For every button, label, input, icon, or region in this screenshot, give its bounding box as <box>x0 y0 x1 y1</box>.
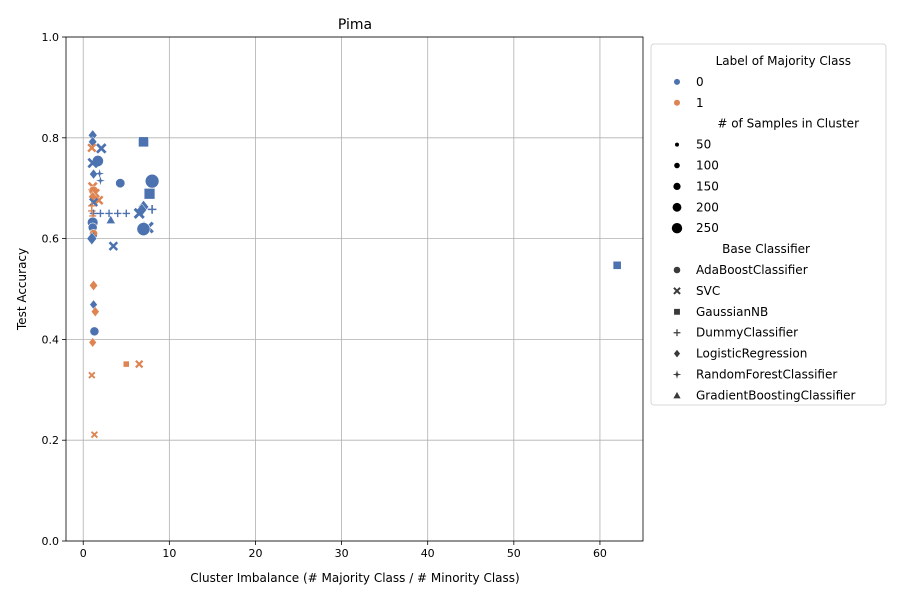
y-tick-label: 0.2 <box>42 434 60 447</box>
legend-style-marker <box>673 329 681 337</box>
x-tick-label: 40 <box>421 547 435 560</box>
y-axis-ticks: 0.0 0.2 0.4 0.6 0.8 1.0 <box>42 31 66 548</box>
x-tick-label: 20 <box>248 547 262 560</box>
legend-style-marker <box>672 370 682 379</box>
y-tick-label: 0.4 <box>42 333 60 346</box>
legend-box <box>650 43 887 406</box>
data-point <box>108 241 119 251</box>
data-point <box>95 169 105 179</box>
legend-style-label: LogisticRegression <box>696 347 807 361</box>
data-point <box>138 136 149 148</box>
legend-style-marker <box>673 266 681 274</box>
legend-size-label: 150 <box>696 179 719 193</box>
data-point <box>88 337 97 348</box>
x-tick-label: 0 <box>80 547 87 560</box>
data-points <box>86 129 622 439</box>
data-point <box>115 178 126 189</box>
x-tick-label: 60 <box>593 547 607 560</box>
data-point <box>96 143 107 154</box>
data-point <box>86 232 98 246</box>
legend-style-title: Base Classifier <box>722 242 810 256</box>
data-point <box>89 168 98 180</box>
legend-size-label: 100 <box>696 159 719 173</box>
data-point <box>89 197 99 207</box>
y-tick-label: 0.8 <box>42 132 60 145</box>
y-tick-label: 1.0 <box>42 31 60 44</box>
legend: Label of Majority Class 0 1 # of Samples in… <box>650 43 887 406</box>
legend-size-marker <box>672 202 682 212</box>
data-point <box>89 326 100 337</box>
data-point <box>122 209 131 218</box>
legend-size-label: 50 <box>696 138 711 152</box>
data-point <box>147 205 157 214</box>
legend-size-label: 250 <box>696 221 719 235</box>
legend-hue-label: 1 <box>696 96 704 110</box>
legend-style-label: RandomForestClassifier <box>696 368 837 382</box>
legend-size-title: # of Samples in Cluster <box>717 117 859 131</box>
x-tick-label: 30 <box>335 547 349 560</box>
grid <box>66 36 643 542</box>
plot-frame <box>65 36 644 542</box>
legend-style-label: AdaBoostClassifier <box>696 263 808 277</box>
data-point <box>105 214 116 224</box>
legend-style-label: SVC <box>696 284 720 298</box>
legend-style-marker <box>673 287 681 295</box>
legend-size-label: 200 <box>696 200 719 214</box>
data-point <box>105 209 113 218</box>
data-point <box>143 188 156 200</box>
legend-hue-marker <box>674 78 680 85</box>
data-point <box>87 143 97 153</box>
data-point <box>133 207 145 220</box>
data-point <box>90 431 98 439</box>
y-tick-label: 0.0 <box>42 535 60 548</box>
data-point <box>96 209 105 218</box>
legend-hue-title: Label of Majority Class <box>716 54 851 68</box>
x-axis-label: Cluster Imbalance (# Majority Class / # … <box>190 571 519 585</box>
data-point <box>135 359 144 369</box>
data-point <box>90 306 100 318</box>
legend-style-marker <box>673 308 681 316</box>
chart-title: Pima <box>338 17 372 33</box>
x-tick-label: 50 <box>507 547 521 560</box>
data-point <box>136 222 151 236</box>
legend-size-marker <box>673 182 681 190</box>
y-tick-label: 0.6 <box>42 233 60 246</box>
data-point <box>89 279 99 292</box>
x-axis-ticks: 0 10 20 30 40 50 60 <box>80 541 607 560</box>
data-point <box>93 195 104 206</box>
data-point <box>96 176 105 186</box>
legend-style-label: GradientBoostingClassifier <box>696 388 856 402</box>
legend-size-marker <box>675 142 679 147</box>
data-point <box>612 260 622 270</box>
legend-style-marker <box>672 390 682 399</box>
data-point <box>113 209 122 218</box>
legend-size-marker <box>674 162 680 169</box>
legend-size-marker <box>671 223 683 234</box>
legend-style-marker <box>673 349 681 359</box>
data-point <box>122 360 130 368</box>
legend-hue-label: 0 <box>696 75 704 89</box>
legend-style-label: DummyClassifier <box>696 326 798 340</box>
y-axis-label: Test Accuracy <box>15 248 29 331</box>
legend-style-label: GaussianNB <box>696 305 768 319</box>
legend-hue-marker <box>674 99 680 106</box>
data-point <box>88 371 96 379</box>
data-point <box>144 173 160 189</box>
x-tick-label: 10 <box>162 547 176 560</box>
data-point <box>87 157 98 169</box>
